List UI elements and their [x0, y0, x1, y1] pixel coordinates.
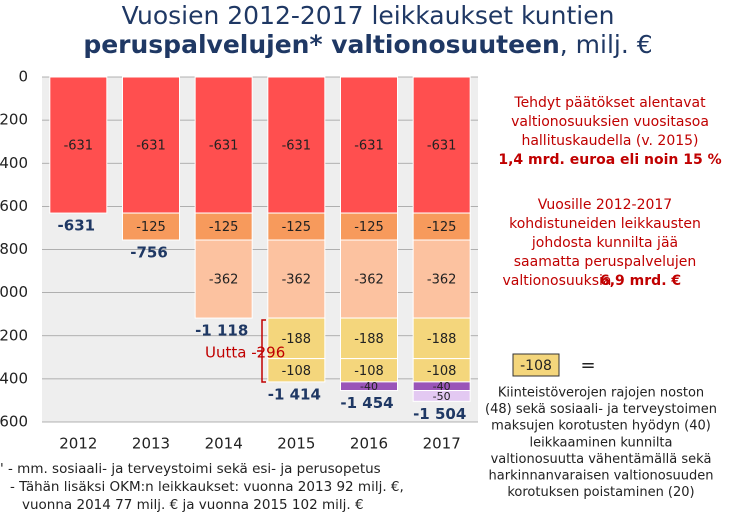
segment-label: -362 — [209, 273, 239, 288]
key-text: leikkaaminen kunnilta — [530, 435, 673, 450]
notes: Tehdyt päätökset alentavat valtionosuuksi… — [0, 95, 722, 513]
key-equals: = — [580, 355, 595, 376]
total-label: -756 — [130, 244, 168, 262]
segment-label: -631 — [64, 139, 94, 154]
note-line: johdosta kunnilta jää — [531, 235, 678, 251]
y-tick-label: 0 — [18, 68, 28, 86]
x-tick-label: 2013 — [132, 435, 170, 453]
plot: 0 200 400 600 800 000 200 400 600 -631 -631 2012 -63… — [0, 68, 478, 453]
segment-label: -125 — [136, 220, 166, 235]
bar-segment — [194, 76, 253, 214]
y-tick-label: 200 — [0, 326, 28, 344]
bracket — [257, 319, 266, 383]
bar-segment — [340, 212, 398, 241]
segment-label: -108 — [354, 364, 384, 379]
segment-label: -125 — [282, 220, 312, 235]
footnote: vuonna 2014 77 milj. € ja vuonna 2015 10… — [22, 497, 364, 513]
y-tick-label: 600 — [0, 413, 28, 431]
segment-label: -188 — [427, 332, 457, 347]
note-line: valtionosuuksia — [502, 273, 611, 289]
segment-label: -40 — [433, 380, 451, 393]
segment-label: -125 — [209, 220, 239, 235]
x-tick-label: 2014 — [205, 435, 243, 453]
bar-segment — [267, 317, 326, 360]
note-line: Vuosille 2012-2017 — [538, 197, 672, 213]
footnote: - Tähän lisäksi OKM:n leikkaukset: vuonn… — [10, 479, 404, 495]
bar-segment — [340, 239, 398, 319]
bar-segment — [412, 390, 471, 402]
bar-segment — [194, 212, 253, 241]
footnote: ' - mm. sosiaali- ja terveystoimi sekä e… — [0, 461, 381, 477]
total-label: -1 504 — [413, 405, 466, 423]
segment-label: -40 — [360, 380, 378, 393]
x-tick-label: 2016 — [350, 435, 388, 453]
key-text: korotuksen poistaminen (20) — [507, 485, 694, 500]
segment-label: -362 — [354, 273, 384, 288]
bar-segment — [267, 212, 326, 241]
title-bold: peruspalvelujen* valtionosuuteen — [83, 30, 559, 59]
total-label: -631 — [58, 217, 96, 235]
x-tick-label: 2012 — [59, 435, 97, 453]
x-tick-label: 2015 — [277, 435, 315, 453]
segment-label: -125 — [354, 220, 384, 235]
y-tick-label: 000 — [0, 283, 28, 301]
segment-label: -631 — [209, 139, 239, 154]
bar-segment — [412, 317, 471, 360]
segment-label: -631 — [282, 139, 312, 154]
y-tick-label: 400 — [0, 154, 28, 172]
note-line: hallituskaudella (v. 2015) — [521, 133, 698, 149]
chart-title-2: peruspalvelujen* valtionosuuteen, milj. … — [83, 30, 652, 59]
y-tick-label: 200 — [0, 111, 28, 129]
segment-label: -125 — [427, 220, 457, 235]
y-tick-label: 600 — [0, 197, 28, 215]
bar-segment — [122, 76, 180, 214]
segment-label: -50 — [433, 390, 451, 403]
total-label: -1 118 — [195, 322, 248, 340]
note-bold: 6,9 mrd. € — [600, 273, 681, 289]
bar-segment — [412, 76, 471, 214]
segment-label: -362 — [427, 273, 457, 288]
key-text: (48) sekä sosiaali- ja terveystoimen — [485, 402, 717, 417]
bar-segment — [267, 239, 326, 319]
note-line: Tehdyt päätökset alentavat — [513, 95, 706, 111]
y-tick-label: 400 — [0, 369, 28, 387]
bar-segment — [412, 239, 471, 319]
note-line: kohdistuneiden leikkausten — [509, 216, 701, 232]
bar-segment — [49, 76, 108, 214]
segment-label: -631 — [354, 139, 384, 154]
segment-label: -631 — [136, 139, 166, 154]
key-box — [512, 353, 560, 377]
total-label: -1 454 — [340, 394, 393, 412]
total-label: -1 414 — [268, 385, 321, 403]
segment-label: -631 — [427, 139, 457, 154]
key-text: maksujen korotusten hyödyn (40) — [491, 419, 711, 434]
bar-segment — [267, 358, 326, 383]
key-text: valtionosuutta vähentämällä sekä — [491, 452, 712, 467]
title-rest: , milj. € — [560, 30, 653, 59]
note-bold: 1,4 mrd. euroa eli noin 15 % — [498, 152, 721, 168]
segment-label: -362 — [282, 273, 312, 288]
y-tick-label: 800 — [0, 240, 28, 258]
key-text: Kiinteistöverojen rajojen noston — [498, 386, 704, 401]
note-line: saamatta peruspalvelujen — [514, 254, 697, 270]
bar-segment — [340, 381, 398, 392]
bar-segment — [267, 76, 326, 214]
annotation: Uutta -296 — [205, 344, 285, 362]
segment-label: -188 — [282, 332, 312, 347]
segment-label: -108 — [282, 364, 312, 379]
bar-segment — [340, 76, 398, 214]
bar-segment — [122, 212, 180, 241]
bar-segment — [194, 239, 253, 319]
note-line: valtionosuuksien vuositasoa — [511, 114, 709, 130]
segment-label: -188 — [354, 332, 384, 347]
chart-title: Vuosien 2012-2017 leikkaukset kuntien — [122, 1, 615, 30]
key-label: -108 — [520, 358, 552, 374]
key-text: harkinnanvaraisen valtionosuuden — [489, 469, 714, 484]
segment-label: -108 — [427, 364, 457, 379]
bar-segment — [340, 317, 398, 360]
x-tick-label: 2017 — [423, 435, 461, 453]
bar-segment — [412, 212, 471, 241]
